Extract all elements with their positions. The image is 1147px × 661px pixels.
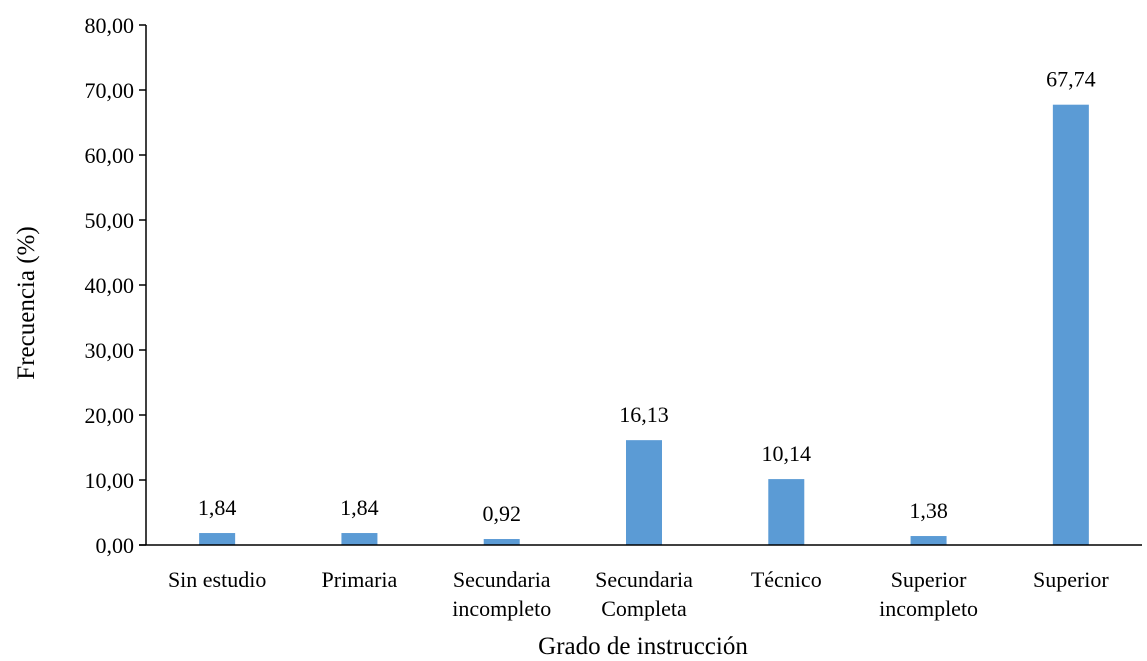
bar	[199, 533, 236, 545]
bar	[910, 536, 947, 545]
data-labels: 1,84 1,84 0,92 16,13 10,14 1,38 67,74	[198, 67, 1096, 526]
category-label: incompleto	[452, 596, 551, 621]
data-label: 1,84	[340, 495, 379, 520]
data-label: 0,92	[482, 501, 521, 526]
y-tick-label: 30,00	[85, 338, 135, 363]
category-labels: Sin estudio Primaria Secundaria incompleto S…	[168, 567, 1109, 621]
y-tick-label: 10,00	[85, 468, 135, 493]
y-axis-ticks: 0,00 10,00 20,00 30,00 40,00 50,00 60,00 70,00 8…	[85, 13, 146, 558]
category-label: Secundaria	[595, 567, 693, 592]
y-tick-label: 70,00	[85, 78, 135, 103]
bar	[768, 479, 805, 545]
data-label: 10,14	[762, 441, 812, 466]
y-tick-label: 40,00	[85, 273, 135, 298]
data-label: 1,38	[909, 498, 948, 523]
y-tick-label: 0,00	[96, 533, 135, 558]
data-label: 1,84	[198, 495, 237, 520]
category-label: Completa	[601, 596, 687, 621]
x-axis-title: Grado de instrucción	[538, 633, 748, 660]
y-tick-label: 80,00	[85, 13, 135, 38]
category-label: Superior	[891, 567, 967, 592]
bar	[483, 539, 520, 545]
category-label: Superior	[1033, 567, 1109, 592]
y-tick-label: 60,00	[85, 143, 135, 168]
category-label: Secundaria	[453, 567, 551, 592]
y-tick-label: 20,00	[85, 403, 135, 428]
category-label: Primaria	[322, 567, 398, 592]
axes	[139, 25, 1142, 546]
y-axis-title: Frecuencia (%)	[13, 226, 40, 379]
category-label: incompleto	[879, 596, 978, 621]
category-label: Técnico	[751, 567, 822, 592]
data-label: 16,13	[619, 402, 669, 427]
category-label: Sin estudio	[168, 567, 266, 592]
bar	[626, 440, 662, 545]
y-tick-label: 50,00	[85, 208, 135, 233]
bar	[341, 533, 378, 545]
data-label: 67,74	[1046, 67, 1096, 92]
bars	[199, 104, 1089, 545]
bar	[1052, 104, 1089, 545]
